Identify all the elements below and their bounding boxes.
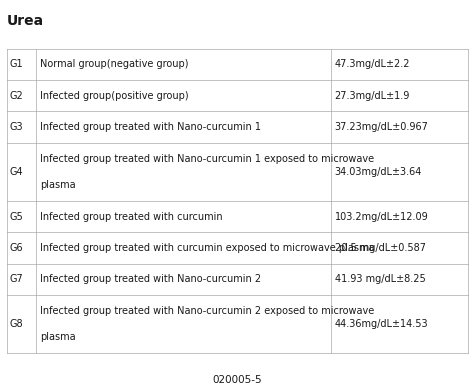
Text: 20.5 mg/dL±0.587: 20.5 mg/dL±0.587 xyxy=(335,243,426,253)
Text: G6: G6 xyxy=(9,243,23,253)
Text: Normal group(negative group): Normal group(negative group) xyxy=(40,59,188,69)
Text: G3: G3 xyxy=(9,122,23,132)
Text: Infected group treated with Nano-curcumin 1: Infected group treated with Nano-curcumi… xyxy=(40,122,261,132)
Text: G4: G4 xyxy=(9,167,23,177)
Text: 41.93 mg/dL±8.25: 41.93 mg/dL±8.25 xyxy=(335,274,425,284)
Text: Infected group treated with Nano-curcumin 1 exposed to microwave: Infected group treated with Nano-curcumi… xyxy=(40,154,374,164)
Text: plasma: plasma xyxy=(40,332,75,342)
Text: 27.3mg/dL±1.9: 27.3mg/dL±1.9 xyxy=(335,91,410,101)
Text: Urea: Urea xyxy=(7,14,44,28)
Text: 44.36mg/dL±14.53: 44.36mg/dL±14.53 xyxy=(335,319,428,329)
Text: G1: G1 xyxy=(9,59,23,69)
Text: G7: G7 xyxy=(9,274,23,284)
Text: G5: G5 xyxy=(9,211,23,222)
Text: 34.03mg/dL±3.64: 34.03mg/dL±3.64 xyxy=(335,167,422,177)
Text: G2: G2 xyxy=(9,91,23,101)
Text: 020005-5: 020005-5 xyxy=(212,375,262,385)
Text: 37.23mg/dL±0.967: 37.23mg/dL±0.967 xyxy=(335,122,428,132)
Text: 103.2mg/dL±12.09: 103.2mg/dL±12.09 xyxy=(335,211,428,222)
Text: 47.3mg/dL±2.2: 47.3mg/dL±2.2 xyxy=(335,59,410,69)
Text: Infected group treated with curcumin: Infected group treated with curcumin xyxy=(40,211,222,222)
Text: Infected group(positive group): Infected group(positive group) xyxy=(40,91,189,101)
Text: G8: G8 xyxy=(9,319,23,329)
Text: Infected group treated with Nano-curcumin 2: Infected group treated with Nano-curcumi… xyxy=(40,274,261,284)
Text: plasma: plasma xyxy=(40,180,75,190)
Text: Infected group treated with Nano-curcumin 2 exposed to microwave: Infected group treated with Nano-curcumi… xyxy=(40,306,374,316)
Text: Infected group treated with curcumin exposed to microwave plasma: Infected group treated with curcumin exp… xyxy=(40,243,374,253)
